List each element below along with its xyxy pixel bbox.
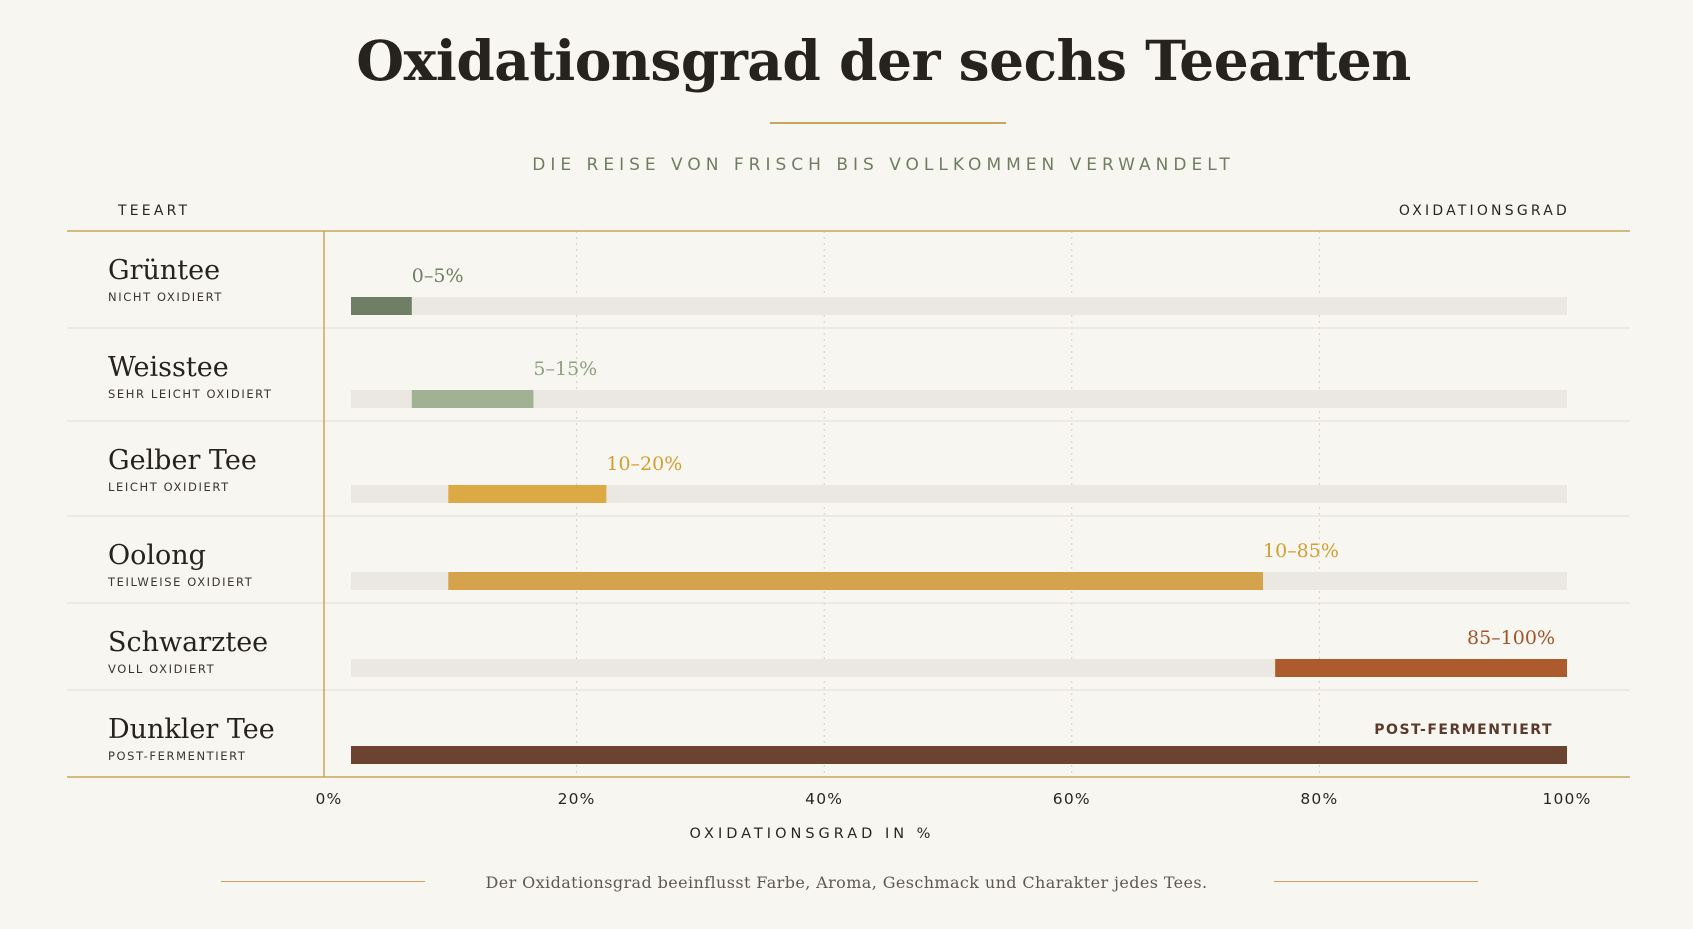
tea-name: Dunkler Tee [108,714,275,745]
tea-name: Oolong [108,540,206,571]
footer-note: Der Oxidationsgrad beeinflusst Farbe, Ar… [485,873,1208,892]
x-tick-label: 20% [558,790,596,808]
data-label: 0–5% [412,265,464,287]
bar-track [351,297,1567,315]
tea-name: Schwarztee [108,627,268,658]
range-bar [448,485,607,503]
range-bar [351,297,412,315]
tea-description: LEICHT OXIDIERT [108,480,230,494]
tea-description: POST-FERMENTIERT [108,749,247,763]
title-underline [770,122,1006,124]
range-bar [1275,659,1567,677]
bar-track [351,390,1567,408]
tea-description: NICHT OXIDIERT [108,290,223,304]
data-label: 10–20% [606,453,682,475]
range-bar [351,746,1567,764]
data-label: 5–15% [533,358,597,380]
column-header-oxidation: OXIDATIONSGRAD [1398,203,1570,219]
x-tick-label: 80% [1300,790,1338,808]
x-tick-label: 100% [1542,790,1591,808]
x-tick-label: 60% [1053,790,1091,808]
range-bar [448,572,1263,590]
tea-name: Grüntee [108,255,220,286]
x-axis-title: OXIDATIONSGRAD IN % [690,826,935,842]
tea-description: VOLL OXIDIERT [108,662,215,676]
chart-subtitle: DIE REISE VON FRISCH BIS VOLLKOMMEN VERW… [532,155,1235,175]
tea-description: TEILWEISE OXIDIERT [107,575,253,589]
bar-track [351,485,1567,503]
chart-title: Oxidationsgrad der sechs Teearten [356,28,1411,93]
footer-rule-left [221,881,425,882]
column-header-tea-type: TEEART [118,203,191,219]
data-label: 85–100% [1467,627,1555,649]
bar-track [351,659,1567,677]
data-label: POST-FERMENTIERT [1374,722,1553,738]
footer-rule-right [1274,881,1478,882]
x-tick-label: 40% [805,790,843,808]
tea-name: Gelber Tee [108,445,257,476]
tea-description: SEHR LEICHT OXIDIERT [108,387,273,401]
range-bar [411,390,534,408]
data-label: 10–85% [1263,540,1339,562]
tea-name: Weisstee [108,352,229,383]
x-tick-label: 0% [316,790,343,808]
